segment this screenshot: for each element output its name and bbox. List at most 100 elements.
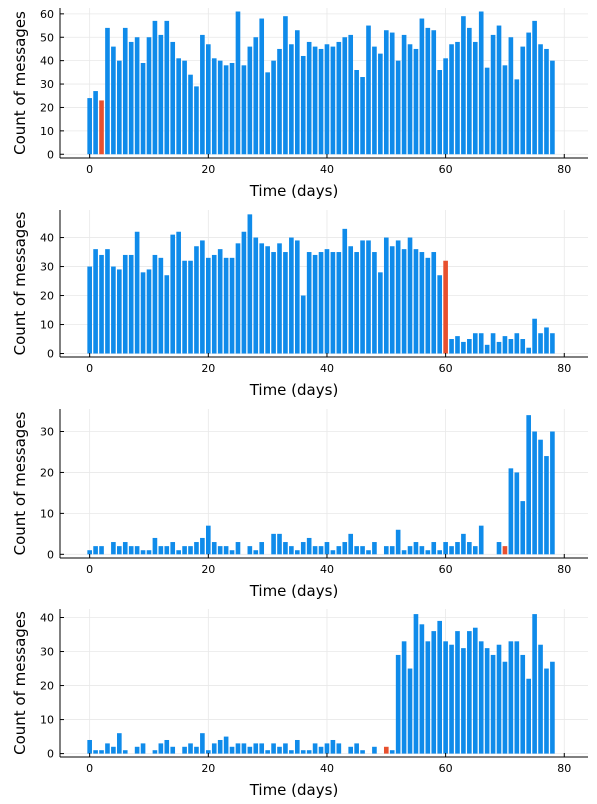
bar	[122, 27, 128, 155]
bar	[294, 30, 300, 155]
bar	[259, 542, 265, 555]
bar	[277, 48, 282, 155]
bar	[514, 641, 520, 754]
bar	[514, 472, 520, 555]
bar	[300, 542, 306, 555]
bar	[152, 20, 158, 155]
bar	[490, 34, 496, 155]
bar	[211, 743, 217, 754]
y-tick-label: 10	[40, 125, 54, 138]
bar	[502, 661, 508, 754]
x-tick-label: 40	[320, 762, 334, 775]
bar	[431, 631, 437, 754]
bar	[324, 44, 330, 155]
bar	[164, 275, 170, 354]
bar	[312, 254, 318, 354]
bar	[182, 546, 187, 555]
bar	[336, 743, 342, 754]
bar	[437, 620, 442, 754]
bar	[211, 58, 217, 155]
bar	[235, 243, 241, 354]
chart-panel-2: 0 20 40 60 80 0 10 20 30 40 Time (days) Count of me…	[11, 210, 588, 399]
bar	[271, 533, 276, 555]
bar	[461, 16, 466, 155]
bar	[93, 546, 98, 555]
bar	[99, 546, 104, 555]
bar	[253, 743, 259, 754]
bar	[324, 542, 330, 555]
bar	[253, 550, 259, 555]
bar	[354, 546, 359, 555]
bar	[372, 252, 377, 354]
bar	[146, 269, 152, 354]
bar	[336, 41, 342, 155]
bar	[401, 641, 407, 754]
x-tick-label: 40	[320, 563, 334, 576]
bar	[395, 240, 401, 354]
bar	[170, 542, 176, 555]
x-tick-label: 80	[557, 563, 571, 576]
bar	[140, 62, 146, 155]
bar	[289, 750, 294, 754]
bar	[289, 237, 294, 354]
bar	[164, 20, 170, 155]
bar	[449, 44, 454, 155]
bar	[366, 25, 371, 155]
x-tick-label: 0	[86, 163, 93, 176]
bar	[348, 746, 354, 754]
bar	[241, 65, 247, 155]
x-tick-label: 20	[201, 563, 215, 576]
y-tick-label: 40	[40, 232, 54, 245]
bar	[134, 37, 140, 155]
x-axis-title: Time (days)	[249, 182, 339, 200]
bar	[443, 641, 448, 754]
bar	[122, 750, 128, 754]
bar	[383, 30, 389, 155]
x-tick-label: 40	[320, 362, 334, 375]
bar	[194, 246, 199, 354]
bar	[247, 546, 253, 555]
bar	[111, 266, 116, 354]
bar	[538, 333, 543, 354]
bar	[389, 246, 395, 354]
bar	[324, 743, 330, 754]
bar	[229, 257, 235, 354]
bar	[312, 546, 318, 555]
bar	[99, 254, 104, 354]
bar	[271, 60, 276, 155]
bar	[277, 243, 282, 354]
bar	[265, 750, 270, 754]
bar	[336, 252, 342, 354]
y-tick-label: 30	[40, 261, 54, 274]
bar	[312, 46, 318, 155]
bar	[526, 347, 531, 354]
bar	[455, 542, 460, 555]
bar	[502, 336, 508, 354]
bar	[437, 550, 442, 555]
bar	[532, 614, 537, 754]
bar	[318, 252, 324, 354]
bar	[111, 46, 116, 155]
bar	[105, 743, 110, 754]
bar	[283, 252, 288, 354]
bar	[164, 739, 170, 754]
bar	[128, 254, 134, 354]
y-tick-label: 50	[40, 31, 54, 44]
bar	[389, 546, 395, 555]
bar	[182, 60, 187, 155]
bar	[87, 739, 92, 754]
y-tick-label: 40	[40, 55, 54, 68]
bar	[538, 644, 543, 754]
bar	[122, 254, 128, 354]
x-axis-title: Time (days)	[249, 582, 339, 600]
bar	[300, 750, 306, 754]
y-tick-label: 20	[40, 101, 54, 114]
bar	[550, 661, 555, 754]
bar	[360, 546, 365, 555]
bar	[117, 546, 122, 555]
bar	[484, 67, 490, 155]
bar	[360, 77, 365, 155]
bar	[140, 272, 146, 354]
bar	[318, 746, 324, 754]
